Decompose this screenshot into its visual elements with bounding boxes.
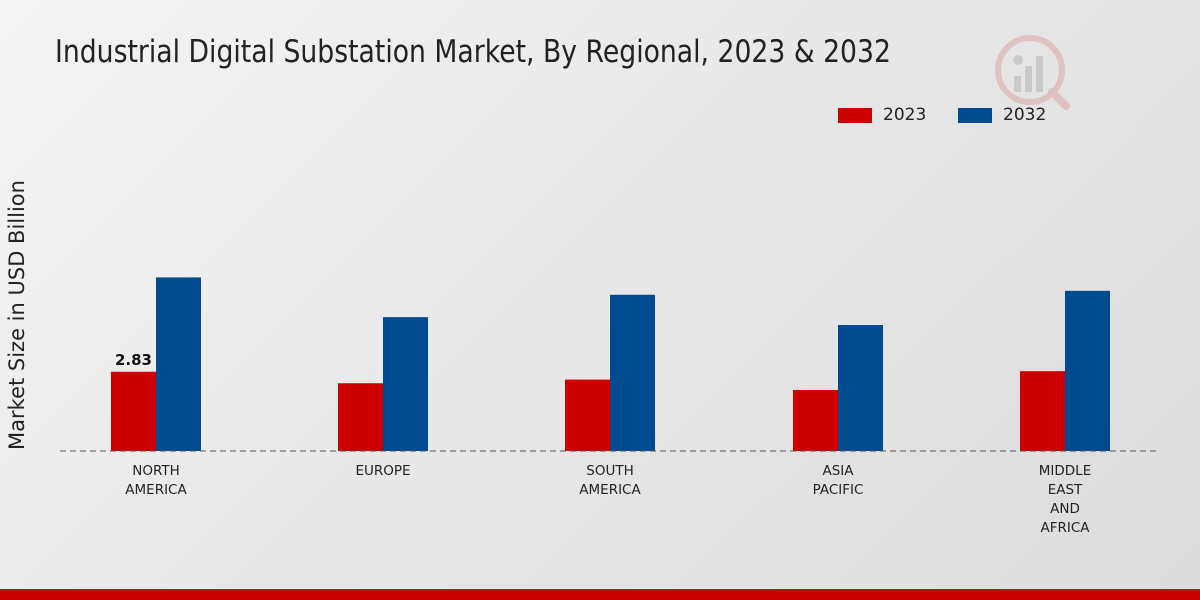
data-label-0: 2.83	[115, 351, 152, 369]
x-tick-label-0-1: AMERICA	[125, 482, 187, 498]
brand-logo-icon	[995, 35, 1070, 110]
x-tick-label-3-0: ASIA	[822, 463, 854, 479]
x-tick-label-2-0: SOUTH	[586, 463, 633, 479]
bar-2032-4	[1065, 290, 1110, 451]
bar-2023-4	[1020, 371, 1065, 451]
bar-2032-0	[156, 277, 201, 451]
x-tick-label-4-2: AND	[1050, 501, 1080, 517]
x-tick-label-3-1: PACIFIC	[813, 482, 864, 498]
bar-2023-0	[111, 371, 156, 451]
legend-swatch-2032	[958, 108, 992, 123]
bar-2032-3	[838, 325, 883, 451]
x-tick-label-1-0: EUROPE	[355, 463, 410, 479]
bar-2032-1	[383, 317, 428, 451]
x-tick-label-4-0: MIDDLE	[1039, 463, 1091, 479]
bar-2023-3	[793, 389, 838, 451]
footer-accent-bar	[0, 589, 1200, 600]
chart-title: Industrial Digital Substation Market, By…	[55, 34, 891, 70]
legend-label-2032: 2032	[1003, 105, 1047, 125]
bar-2023-2	[565, 379, 610, 451]
legend-swatch-2023	[838, 108, 872, 123]
bar-2032-2	[610, 294, 655, 451]
x-tick-label-2-1: AMERICA	[579, 482, 641, 498]
x-tick-label-0-0: NORTH	[132, 463, 180, 479]
legend-label-2023: 2023	[883, 105, 927, 125]
x-tick-label-4-1: EAST	[1048, 482, 1083, 498]
bar-2023-1	[338, 383, 383, 451]
x-tick-label-4-3: AFRICA	[1040, 520, 1090, 536]
